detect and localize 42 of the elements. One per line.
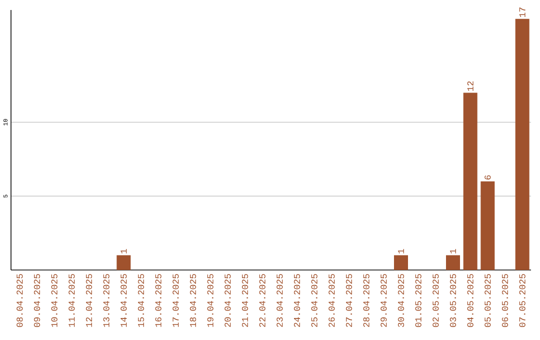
x-tick-label: 17.04.2025 bbox=[172, 274, 179, 327]
data-label: 1 bbox=[120, 249, 127, 254]
x-tick-label: 07.05.2025 bbox=[519, 274, 526, 327]
x-tick-label: 11.04.2025 bbox=[68, 274, 75, 327]
bar bbox=[116, 255, 131, 270]
x-tick-label: 13.04.2025 bbox=[103, 274, 110, 327]
data-label: 1 bbox=[450, 249, 456, 254]
x-tick-label: 27.04.2025 bbox=[346, 274, 352, 327]
x-tick-label: 09.04.2025 bbox=[34, 274, 40, 327]
x-tick-label: 28.04.2025 bbox=[363, 274, 370, 327]
x-tick-label: 18.04.2025 bbox=[190, 274, 196, 327]
x-tick-label: 04.05.2025 bbox=[467, 274, 474, 327]
data-label: 17 bbox=[519, 8, 526, 18]
bar bbox=[480, 181, 495, 270]
bar bbox=[515, 18, 530, 270]
x-tick-label: 10.04.2025 bbox=[51, 274, 58, 327]
x-tick-label: 29.04.2025 bbox=[380, 274, 387, 327]
x-tick-label: 02.05.2025 bbox=[432, 274, 439, 327]
x-tick-label: 19.04.2025 bbox=[207, 274, 214, 327]
bar bbox=[446, 255, 460, 270]
x-tick-label: 12.04.2025 bbox=[86, 274, 92, 327]
x-tick-label: 14.04.2025 bbox=[120, 274, 127, 327]
x-tick-label: 05.05.2025 bbox=[484, 274, 491, 327]
x-tick-label: 03.05.2025 bbox=[450, 274, 456, 327]
x-tick-label: 20.04.2025 bbox=[224, 274, 231, 327]
data-label: 1 bbox=[398, 249, 404, 254]
x-tick-label: 06.05.2025 bbox=[502, 274, 508, 327]
x-tick-label: 30.04.2025 bbox=[398, 274, 404, 327]
data-label: 12 bbox=[467, 81, 474, 91]
x-tick-label: 01.05.2025 bbox=[415, 274, 422, 327]
x-tick-label: 21.04.2025 bbox=[242, 274, 248, 327]
x-tick-label: 08.04.2025 bbox=[16, 274, 23, 327]
x-tick-label: 23.04.2025 bbox=[276, 274, 283, 327]
data-label: 6 bbox=[484, 175, 491, 180]
x-tick-label: 26.04.2025 bbox=[328, 274, 335, 327]
bar bbox=[463, 92, 478, 270]
x-tick-label: 15.04.2025 bbox=[138, 274, 144, 327]
bar bbox=[394, 255, 408, 270]
x-tick-label: 16.04.2025 bbox=[155, 274, 162, 327]
x-tick-label: 24.04.2025 bbox=[294, 274, 300, 327]
x-tick-label: 22.04.2025 bbox=[259, 274, 266, 327]
x-tick-label: 25.04.2025 bbox=[311, 274, 318, 327]
